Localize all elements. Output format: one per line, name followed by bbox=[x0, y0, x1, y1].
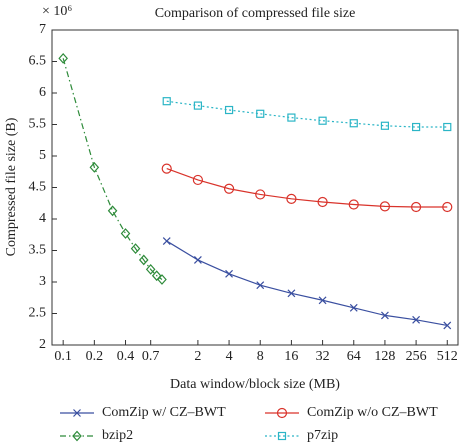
marker bbox=[255, 189, 266, 200]
marker bbox=[318, 116, 327, 125]
series-line bbox=[166, 168, 448, 208]
marker bbox=[223, 183, 235, 194]
marker bbox=[58, 52, 68, 64]
legend-label: ComZip w/ CZ–BWT bbox=[102, 405, 226, 420]
y-tick-label: 6.5 bbox=[29, 54, 47, 69]
marker bbox=[193, 101, 202, 110]
x-axis-label: Data window/block size (MB) bbox=[170, 377, 340, 392]
marker bbox=[287, 113, 296, 122]
marker bbox=[224, 105, 234, 115]
x-tick-label: 32 bbox=[316, 349, 330, 364]
x-tick-label: 16 bbox=[284, 349, 298, 364]
marker bbox=[192, 174, 203, 186]
series-line bbox=[62, 58, 163, 280]
marker bbox=[348, 199, 359, 210]
x-tick-label: 512 bbox=[437, 349, 458, 364]
marker bbox=[381, 311, 389, 320]
series-line bbox=[166, 240, 448, 327]
marker bbox=[107, 205, 118, 217]
marker bbox=[120, 228, 131, 239]
marker bbox=[157, 274, 167, 285]
marker bbox=[442, 201, 453, 213]
x-tick-label: 256 bbox=[406, 349, 427, 364]
legend-marker bbox=[73, 409, 81, 417]
marker bbox=[225, 269, 233, 278]
marker bbox=[256, 281, 265, 290]
y-tick-label: 6 bbox=[39, 85, 46, 100]
marker bbox=[443, 321, 452, 330]
marker bbox=[412, 315, 421, 324]
y-tick-label: 4 bbox=[39, 211, 46, 226]
marker bbox=[410, 201, 422, 213]
y-tick-label: 3.5 bbox=[29, 243, 47, 258]
y-multiplier: × 10⁶ bbox=[42, 4, 72, 19]
marker bbox=[349, 303, 358, 312]
marker bbox=[89, 161, 100, 173]
marker bbox=[161, 163, 172, 174]
x-tick-label: 2 bbox=[194, 349, 201, 364]
x-tick-label: 0.7 bbox=[142, 349, 160, 364]
legend-label: bzip2 bbox=[102, 428, 133, 443]
marker bbox=[162, 97, 171, 106]
x-tick-label: 128 bbox=[374, 349, 395, 364]
legend-label: ComZip w/o CZ–BWT bbox=[307, 405, 438, 420]
plot-frame bbox=[51, 29, 459, 346]
y-tick-label: 5 bbox=[39, 148, 46, 163]
marker bbox=[380, 121, 390, 130]
x-tick-label: 0.1 bbox=[54, 349, 72, 364]
x-tick-label: 64 bbox=[347, 349, 361, 364]
legend-marker bbox=[276, 407, 288, 419]
x-tick-label: 0.2 bbox=[86, 349, 104, 364]
marker bbox=[411, 122, 421, 132]
legend-marker bbox=[72, 430, 82, 442]
y-axis-label: Compressed file size (B) bbox=[4, 117, 19, 256]
x-tick-label: 4 bbox=[226, 349, 233, 364]
y-tick-label: 5.5 bbox=[29, 117, 47, 132]
x-tick-label: 0.4 bbox=[117, 349, 135, 364]
y-tick-label: 2 bbox=[39, 337, 46, 352]
y-tick-label: 4.5 bbox=[29, 180, 47, 195]
marker bbox=[379, 201, 391, 212]
marker bbox=[317, 196, 328, 208]
y-tick-label: 3 bbox=[39, 274, 46, 289]
marker bbox=[287, 289, 296, 298]
marker bbox=[130, 243, 141, 255]
marker bbox=[138, 254, 149, 266]
chart-title: Comparison of compressed file size bbox=[155, 6, 356, 21]
legend-label: p7zip bbox=[307, 428, 338, 443]
x-tick-label: 8 bbox=[257, 349, 264, 364]
series-line bbox=[166, 100, 448, 128]
marker bbox=[318, 296, 327, 305]
marker bbox=[193, 256, 202, 264]
marker bbox=[162, 237, 171, 245]
marker bbox=[349, 119, 358, 128]
legend-marker bbox=[277, 431, 287, 441]
marker bbox=[443, 122, 452, 132]
marker bbox=[151, 270, 162, 282]
y-tick-label: 7 bbox=[39, 22, 46, 37]
marker bbox=[145, 263, 156, 275]
y-tick-label: 2.5 bbox=[29, 306, 47, 321]
marker bbox=[286, 193, 297, 204]
marker bbox=[256, 109, 265, 118]
